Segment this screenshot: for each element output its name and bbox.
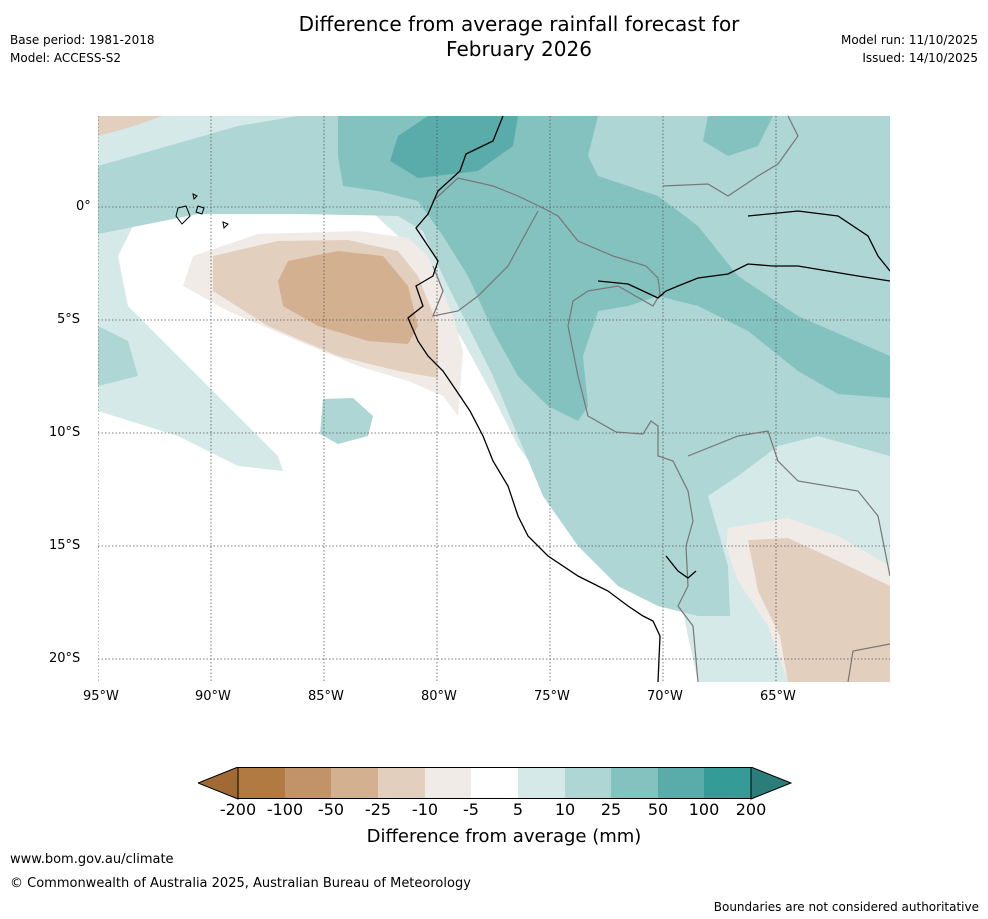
colorbar-seg-plus100 — [704, 767, 751, 799]
colorbar-seg-plus25 — [611, 767, 658, 799]
colorbar-label: -10 — [411, 800, 439, 819]
lake-titicaca — [665, 555, 697, 579]
coastlines — [407, 116, 890, 682]
lon-label-65w: 65°W — [760, 689, 796, 704]
colorbar-seg-plus5 — [518, 767, 565, 799]
colorbar-seg-plus10 — [565, 767, 611, 799]
colorbar-arrow-left — [198, 767, 239, 800]
lon-label-95w: 95°W — [83, 689, 119, 704]
lon-label-90w: 90°W — [195, 689, 231, 704]
border-ecuador — [432, 210, 539, 317]
island-small — [192, 193, 198, 201]
border-colombia-venezuela — [662, 116, 799, 197]
colorbar-label: -100 — [266, 800, 304, 819]
anomaly-plus50-region — [390, 116, 518, 178]
lat-label-0: 0° — [76, 199, 91, 214]
colorbar-seg-minus25 — [378, 767, 425, 799]
coastline-pacific — [407, 116, 661, 682]
colorbar-arrow-right — [750, 767, 792, 800]
colorbar-seg-minus10 — [425, 767, 471, 799]
map-title: Difference from average rainfall forecas… — [0, 12, 988, 62]
border-paraguay — [847, 643, 890, 682]
lat-label-5s: 5°S — [57, 312, 81, 327]
title-line-2: February 2026 — [446, 37, 592, 61]
colorbar-seg-plus50 — [658, 767, 704, 799]
colorbar-title: Difference from average (mm) — [366, 826, 642, 847]
base-period-text: Base period: 1981-2018 — [10, 33, 155, 47]
lat-label-20s: 20°S — [49, 651, 81, 666]
colorbar-label: 50 — [647, 800, 669, 819]
colorbar-label: -50 — [317, 800, 345, 819]
anomaly-plus25-region — [338, 116, 890, 421]
colorbar-label: 200 — [735, 800, 767, 819]
model-run-text: Model run: 11/10/2025 — [840, 33, 978, 47]
colorbar-label: -25 — [364, 800, 392, 819]
anomaly-minus25-region — [278, 251, 418, 344]
colorbar — [198, 767, 792, 800]
anomaly-plus10-region-west — [98, 326, 138, 386]
rainfall-map — [98, 116, 890, 682]
graticule — [98, 116, 890, 682]
disclaimer-text: Boundaries are not considered authoritat… — [713, 900, 979, 914]
river-negro — [747, 210, 890, 272]
copyright-text: © Commonwealth of Australia 2025, Austra… — [10, 876, 471, 891]
title-line-1: Difference from average rainfall forecas… — [298, 12, 740, 36]
colorbar-label: -200 — [219, 800, 257, 819]
colorbar-label: 100 — [688, 800, 720, 819]
colorbar-seg-minus5 — [471, 767, 518, 799]
river-amazon — [597, 263, 890, 299]
lon-label-85w: 85°W — [308, 689, 344, 704]
country-borders — [432, 116, 890, 682]
colorbar-seg-minus50 — [331, 767, 378, 799]
lon-label-70w: 70°W — [647, 689, 683, 704]
colorbar-seg-minus100 — [285, 767, 331, 799]
colorbar-label: 10 — [554, 800, 576, 819]
anomaly-plus10-region-patch — [320, 398, 373, 444]
border-bolivia-brazil — [687, 430, 890, 577]
island-isabela — [175, 205, 191, 225]
anomaly-plus25-region-east — [703, 116, 773, 156]
anomaly-minus10-corner — [98, 116, 163, 136]
lon-label-75w: 75°W — [534, 689, 570, 704]
lat-label-15s: 15°S — [49, 538, 81, 553]
border-peru — [432, 177, 699, 682]
colorbar-label: -5 — [463, 800, 479, 819]
colorbar-label: 5 — [512, 800, 524, 819]
colorbar-seg-minus200 — [238, 767, 285, 799]
anomaly-minus10-region-se — [748, 538, 890, 682]
issued-text: Issued: 14/10/2025 — [862, 51, 978, 65]
model-text: Model: ACCESS-S2 — [10, 51, 122, 65]
colorbar-outline — [237, 767, 752, 799]
lon-label-80w: 80°W — [421, 689, 457, 704]
website-url: www.bom.gov.au/climate — [10, 852, 174, 867]
galapagos-islands — [175, 193, 229, 230]
colorbar-label: 25 — [600, 800, 622, 819]
lat-label-10s: 10°S — [49, 425, 81, 440]
island-santa-cruz — [195, 205, 205, 215]
island-san-cristobal — [222, 221, 229, 230]
